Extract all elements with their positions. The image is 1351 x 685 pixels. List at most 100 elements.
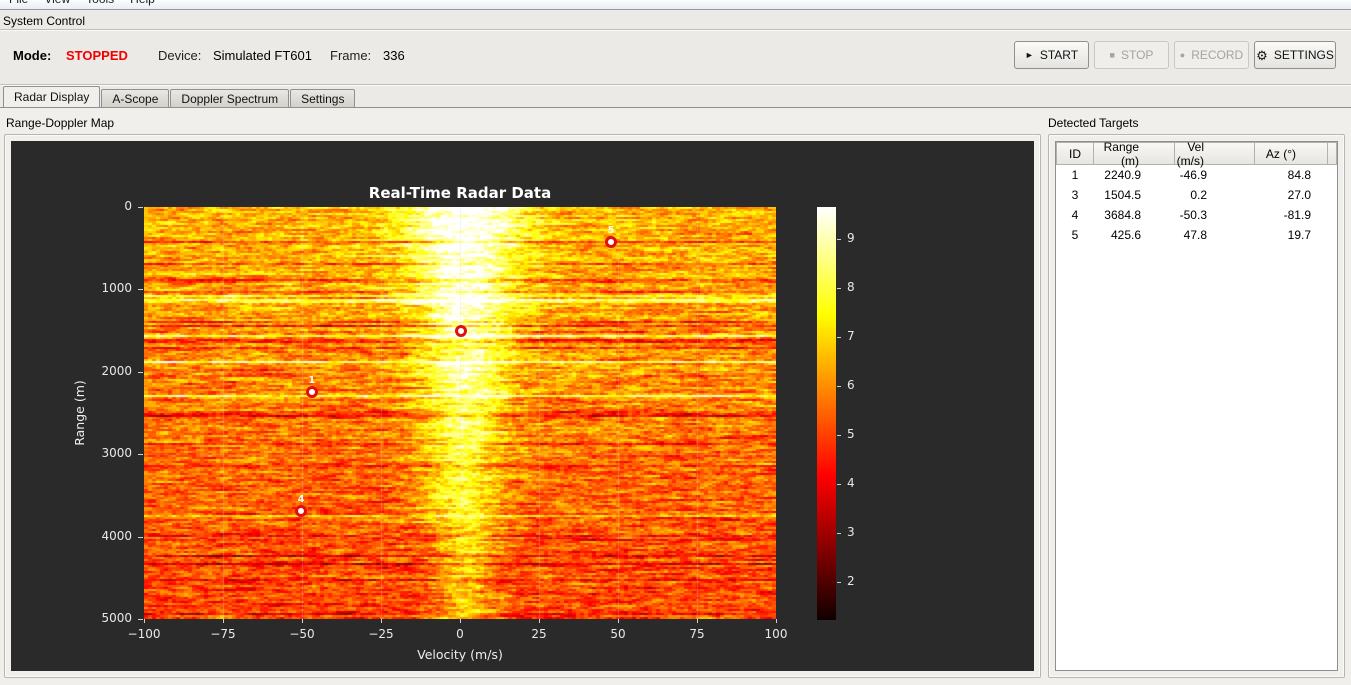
colorbar-tick-label: 9 bbox=[847, 230, 855, 245]
start-button[interactable]: ► START bbox=[1014, 41, 1089, 69]
colorbar-tick-mark bbox=[837, 581, 841, 583]
menubar: File View Tools Help bbox=[0, 0, 1351, 10]
menu-tools[interactable]: Tools bbox=[86, 0, 114, 7]
table-cell: -81.9 bbox=[1283, 208, 1311, 222]
frame-label: Frame: bbox=[330, 48, 372, 63]
target-id-label: 1 bbox=[308, 374, 316, 386]
y-tick-label: 0 bbox=[124, 199, 132, 213]
x-tick-label: −50 bbox=[289, 627, 315, 641]
table-cell: -50.3 bbox=[1179, 208, 1207, 222]
tab-settings[interactable]: Settings bbox=[290, 89, 356, 107]
table-cell: 5 bbox=[1071, 228, 1079, 242]
y-tick-mark bbox=[138, 536, 143, 538]
column-header-range-m[interactable]: Range (m) bbox=[1093, 142, 1175, 168]
table-cell: 84.8 bbox=[1287, 168, 1311, 182]
colorbar-tick-mark bbox=[837, 287, 841, 289]
target-marker-5 bbox=[605, 236, 618, 249]
target-marker-3 bbox=[454, 324, 467, 337]
table-cell: 47.8 bbox=[1183, 228, 1207, 242]
y-tick-label: 2000 bbox=[101, 363, 132, 378]
plot-title: Real-Time Radar Data bbox=[368, 184, 552, 202]
table-cell: 2240.9 bbox=[1104, 168, 1141, 182]
range-doppler-map-label: Range-Doppler Map bbox=[6, 116, 115, 130]
column-header-filler bbox=[1327, 142, 1337, 165]
record-icon: ● bbox=[1179, 49, 1186, 60]
y-tick-mark bbox=[138, 619, 143, 620]
x-tick-label: 25 bbox=[531, 627, 547, 641]
colorbar-tick-mark bbox=[837, 385, 841, 387]
colorbar-tick-mark bbox=[837, 238, 841, 240]
settings-button[interactable]: ⚙ SETTINGS bbox=[1254, 41, 1336, 69]
table-cell: 4 bbox=[1071, 208, 1079, 222]
colorbar-tick-label: 5 bbox=[847, 426, 855, 441]
table-cell: 1504.5 bbox=[1104, 188, 1141, 202]
tab-radar-display[interactable]: Radar Display bbox=[3, 86, 101, 107]
stop-icon: ■ bbox=[1109, 49, 1115, 60]
button-label: RECORD bbox=[1191, 48, 1244, 62]
colorbar-tick-label: 7 bbox=[847, 328, 855, 343]
menu-file[interactable]: File bbox=[9, 0, 28, 7]
x-tick-mark bbox=[459, 619, 461, 623]
tab-a-scope[interactable]: A-Scope bbox=[101, 89, 170, 107]
x-tick-mark bbox=[617, 619, 619, 623]
table-row[interactable]: 3 1504.5 0.2 27.0 bbox=[1056, 185, 1337, 205]
x-tick-label: 50 bbox=[610, 627, 626, 641]
button-label: START bbox=[1039, 48, 1079, 62]
x-tick-mark bbox=[143, 619, 145, 623]
column-header-vel-m-s[interactable]: Vel (m/s) bbox=[1174, 142, 1255, 168]
table-row[interactable]: 4 3684.8 -50.3 -81.9 bbox=[1056, 205, 1337, 225]
main-panel: Range-Doppler Map Detected Targets Real-… bbox=[0, 107, 1351, 685]
device-label: Device: bbox=[158, 48, 202, 63]
range-doppler-groupbox: Real-Time Radar Data 0 1000 2000 3000 4000 50… bbox=[4, 134, 1041, 678]
range-doppler-heatmap[interactable] bbox=[144, 207, 776, 619]
tab-doppler-spectrum[interactable]: Doppler Spectrum bbox=[170, 89, 290, 107]
colorbar bbox=[817, 207, 836, 620]
mode-value: STOPPED bbox=[66, 48, 128, 63]
groupbox-divider bbox=[0, 84, 1351, 86]
table-row[interactable]: 5 425.6 47.8 19.7 bbox=[1056, 225, 1337, 245]
y-tick-mark bbox=[138, 371, 143, 373]
tab-bar: Radar Display A-Scope Doppler Spectrum Sett… bbox=[0, 86, 1351, 107]
play-icon: ► bbox=[1024, 49, 1034, 60]
table-row[interactable]: 1 2240.9 -46.9 84.8 bbox=[1056, 165, 1337, 185]
detected-targets-groupbox: ID Range (m) Vel (m/s) Az (°) 1 2240.9 -46.9 8… bbox=[1048, 134, 1345, 678]
button-label: STOP bbox=[1120, 48, 1154, 62]
record-button[interactable]: ● RECORD bbox=[1174, 41, 1249, 69]
target-id-label: 4 bbox=[297, 493, 305, 505]
x-tick-label: −100 bbox=[127, 627, 161, 641]
table-cell: 0.2 bbox=[1190, 188, 1207, 202]
y-tick-mark bbox=[138, 454, 143, 456]
target-id-label: 5 bbox=[607, 225, 615, 237]
mode-label: Mode: bbox=[13, 48, 52, 63]
y-tick-mark bbox=[138, 207, 143, 208]
button-label: SETTINGS bbox=[1273, 48, 1334, 62]
colorbar-tick-mark bbox=[837, 336, 841, 338]
target-marker-4 bbox=[295, 504, 308, 517]
column-header-id[interactable]: ID bbox=[1056, 142, 1094, 165]
x-tick-label: −75 bbox=[210, 627, 236, 641]
x-tick-mark bbox=[380, 619, 382, 623]
x-tick-label: 100 bbox=[764, 627, 788, 641]
y-tick-label: 4000 bbox=[101, 528, 132, 543]
y-tick-label: 3000 bbox=[101, 446, 132, 461]
y-axis-label: Range (m) bbox=[72, 380, 87, 446]
table-cell: 3684.8 bbox=[1104, 208, 1141, 222]
column-header-az[interactable]: Az (°) bbox=[1254, 142, 1328, 165]
targets-table[interactable]: ID Range (m) Vel (m/s) Az (°) 1 2240.9 -46.9 8… bbox=[1055, 141, 1338, 671]
colorbar-tick-mark bbox=[837, 532, 841, 534]
target-id-label: 3 bbox=[457, 313, 464, 325]
table-cell: 3 bbox=[1071, 188, 1079, 202]
gear-icon: ⚙ bbox=[1256, 47, 1268, 63]
menu-help[interactable]: Help bbox=[130, 0, 155, 7]
menu-view[interactable]: View bbox=[44, 0, 70, 7]
x-tick-mark bbox=[301, 619, 303, 623]
colorbar-tick-mark bbox=[837, 483, 841, 485]
colorbar-tick-label: 6 bbox=[847, 377, 855, 392]
table-cell: 27.0 bbox=[1287, 188, 1311, 202]
colorbar-tick-label: 2 bbox=[847, 573, 855, 588]
table-cell: 1 bbox=[1071, 168, 1079, 182]
y-tick-label: 1000 bbox=[101, 281, 132, 296]
stop-button[interactable]: ■ STOP bbox=[1094, 41, 1169, 69]
x-tick-mark bbox=[775, 619, 777, 623]
colorbar-tick-label: 4 bbox=[847, 475, 855, 490]
